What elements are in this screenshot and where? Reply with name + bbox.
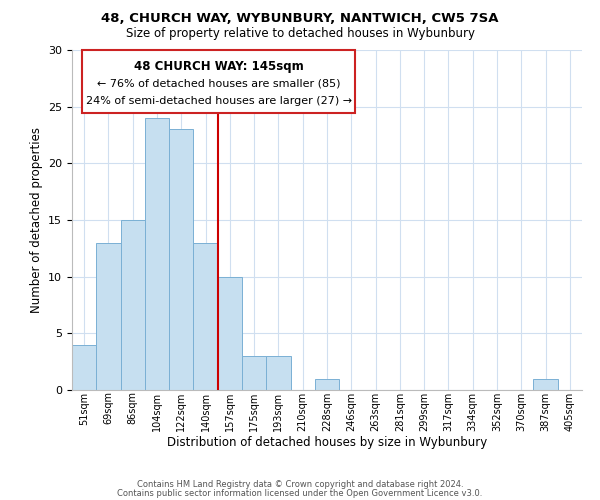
Text: Contains HM Land Registry data © Crown copyright and database right 2024.: Contains HM Land Registry data © Crown c…	[137, 480, 463, 489]
Bar	[533, 378, 558, 390]
Text: Contains public sector information licensed under the Open Government Licence v3: Contains public sector information licen…	[118, 490, 482, 498]
X-axis label: Distribution of detached houses by size in Wybunbury: Distribution of detached houses by size …	[167, 436, 487, 450]
Text: 48 CHURCH WAY: 145sqm: 48 CHURCH WAY: 145sqm	[134, 60, 304, 73]
Text: ← 76% of detached houses are smaller (85): ← 76% of detached houses are smaller (85…	[97, 79, 340, 89]
Bar	[96, 242, 121, 390]
Text: 48, CHURCH WAY, WYBUNBURY, NANTWICH, CW5 7SA: 48, CHURCH WAY, WYBUNBURY, NANTWICH, CW5…	[101, 12, 499, 26]
Bar	[121, 220, 145, 390]
Bar	[242, 356, 266, 390]
Bar	[266, 356, 290, 390]
Bar	[145, 118, 169, 390]
Bar	[169, 130, 193, 390]
Bar	[315, 378, 339, 390]
Bar	[193, 242, 218, 390]
Bar	[218, 276, 242, 390]
Text: 24% of semi-detached houses are larger (27) →: 24% of semi-detached houses are larger (…	[86, 96, 352, 106]
FancyBboxPatch shape	[82, 50, 355, 113]
Text: Size of property relative to detached houses in Wybunbury: Size of property relative to detached ho…	[125, 28, 475, 40]
Y-axis label: Number of detached properties: Number of detached properties	[29, 127, 43, 313]
Bar	[72, 344, 96, 390]
